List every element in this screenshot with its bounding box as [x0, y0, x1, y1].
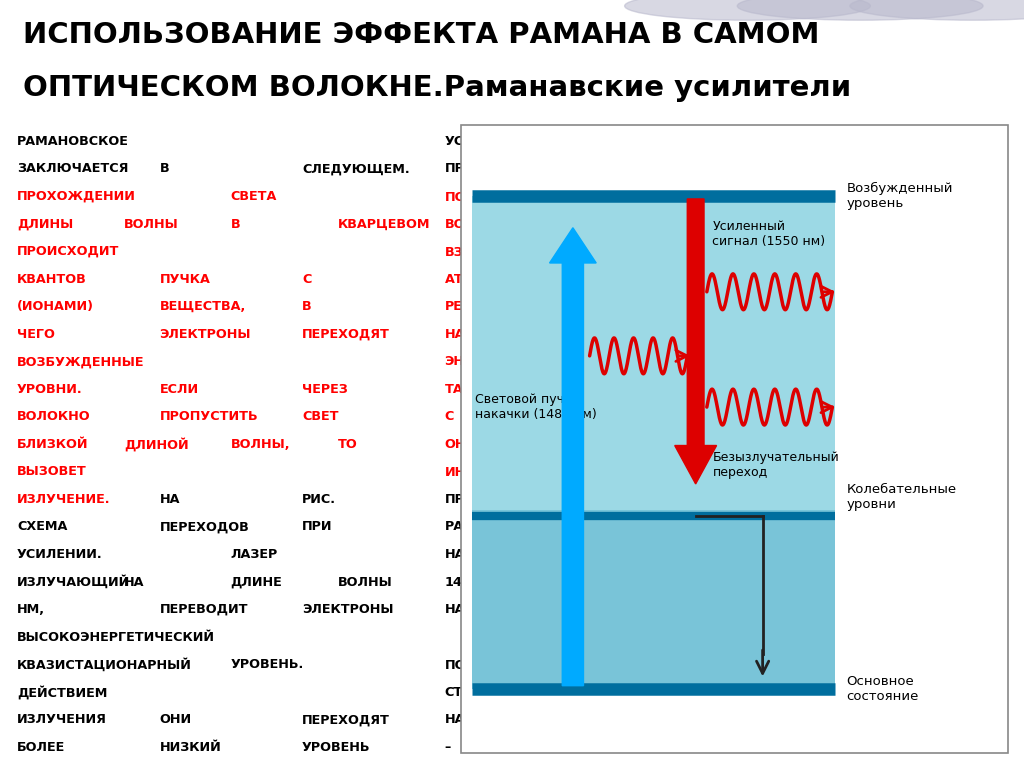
Text: ОПТИЧЕСКОМ ВОЛОКНЕ.Раманавские усилители: ОПТИЧЕСКОМ ВОЛОКНЕ.Раманавские усилители	[23, 74, 851, 102]
Text: ВОЛОКНЕ: ВОЛОКНЕ	[444, 218, 516, 231]
Text: ОН: ОН	[444, 438, 466, 451]
Text: ВОЛНЫ: ВОЛНЫ	[338, 575, 392, 588]
Text: ВОЛНЫ,: ВОЛНЫ,	[230, 438, 290, 451]
Text: В: В	[230, 218, 241, 231]
Text: В: В	[160, 163, 169, 176]
Text: ДЕЙСТВИЕМ: ДЕЙСТВИЕМ	[17, 686, 108, 700]
Text: НА: НА	[124, 575, 144, 588]
Text: РАМАНОВСКОЕ: РАМАНОВСКОЕ	[17, 135, 129, 148]
Text: НМ,: НМ,	[17, 603, 45, 616]
Text: ВЕЩЕСТВА,: ВЕЩЕСТВА,	[160, 300, 246, 313]
Text: ТО: ТО	[338, 438, 357, 451]
Text: НА: НА	[444, 713, 465, 726]
Text: В: В	[302, 300, 311, 313]
Text: ОНИ: ОНИ	[160, 713, 191, 726]
Text: ЧЕРЕЗ: ЧЕРЕЗ	[302, 383, 348, 396]
Text: ИЗЛУЧЕНИЯ: ИЗЛУЧЕНИЯ	[17, 713, 106, 726]
Text: ПРИВЕДЕНА: ПРИВЕДЕНА	[444, 493, 534, 506]
Text: ПЕРЕВОДИТ: ПЕРЕВОДИТ	[160, 603, 248, 616]
Text: Безызлучательный
переход: Безызлучательный переход	[713, 451, 839, 479]
Text: ДЛИНОЙ: ДЛИНОЙ	[124, 438, 188, 452]
Text: УРОВЕНЬ.: УРОВЕНЬ.	[230, 658, 304, 671]
Text: 1480: 1480	[444, 575, 480, 588]
Text: ЛАЗЕР: ЛАЗЕР	[230, 548, 278, 561]
Text: НА: НА	[444, 603, 465, 616]
Text: ЭЛЕКТРОНЫ: ЭЛЕКТРОНЫ	[160, 328, 251, 341]
Circle shape	[850, 0, 1024, 20]
Text: ПЕРЕХОДЯТ: ПЕРЕХОДЯТ	[302, 328, 390, 341]
Text: ИЗЛУЧЕНИЕ.: ИЗЛУЧЕНИЕ.	[17, 493, 111, 506]
FancyArrow shape	[550, 228, 596, 686]
Text: СТИМУЛИРУЮЩЕГО: СТИМУЛИРУЮЩЕГО	[444, 686, 596, 699]
Text: С: С	[302, 272, 311, 285]
Text: ПРИ: ПРИ	[444, 163, 475, 176]
Text: НА: НА	[160, 493, 180, 506]
Text: ВЫСОКОЭНЕРГЕТИЧЕСКИЙ: ВЫСОКОЭНЕРГЕТИЧЕСКИЙ	[17, 630, 215, 644]
Text: ВОЗБУЖДЕННЫЕ: ВОЗБУЖДЕННЫЕ	[17, 355, 144, 368]
Text: НИЗКИЙ: НИЗКИЙ	[160, 741, 221, 754]
Text: ЭЛЕКТРОНЫ: ЭЛЕКТРОНЫ	[302, 603, 393, 616]
Text: НА: НА	[444, 328, 465, 341]
Text: РИС.: РИС.	[302, 493, 336, 506]
Text: ТАКОЕ: ТАКОЕ	[444, 383, 493, 396]
Text: ПОДХОДЯЩЕЙ: ПОДХОДЯЩЕЙ	[444, 190, 555, 204]
Text: Усиленный
сигнал (1550 нм): Усиленный сигнал (1550 нм)	[713, 220, 825, 249]
Text: ЗАКЛЮЧАЕТСЯ: ЗАКЛЮЧАЕТСЯ	[17, 163, 128, 176]
Text: ДЛИНЕ: ДЛИНЕ	[230, 575, 283, 588]
Text: Возбужденный
уровень: Возбужденный уровень	[846, 182, 953, 210]
Text: ВЗАИМОДЕЙСТВИЕ: ВЗАИМОДЕЙСТВИЕ	[444, 245, 585, 259]
Text: СВЕТ: СВЕТ	[302, 410, 339, 423]
Text: С: С	[444, 410, 454, 423]
Text: КВАЗИСТАЦИОНАРНЫЙ: КВАЗИСТАЦИОНАРНЫЙ	[17, 658, 191, 672]
Circle shape	[625, 0, 870, 20]
Text: КВАНТОВ: КВАНТОВ	[17, 272, 87, 285]
Text: ВОЛНЫ: ВОЛНЫ	[124, 218, 178, 231]
Bar	[472, 509, 836, 689]
Text: ЧЕГО: ЧЕГО	[17, 328, 55, 341]
Text: ПОД: ПОД	[444, 658, 477, 671]
Text: ПРОПУСТИТЬ: ПРОПУСТИТЬ	[160, 410, 258, 423]
Text: БОЛЕЕ: БОЛЕЕ	[17, 741, 66, 754]
Text: Основное
состояние: Основное состояние	[846, 675, 919, 703]
Text: ИЗЛУЧАЮЩИЙ: ИЗЛУЧАЮЩИЙ	[17, 575, 130, 589]
Text: УСИЛЕНИЕ: УСИЛЕНИЕ	[444, 135, 523, 148]
Text: УРОВНИ.: УРОВНИ.	[17, 383, 83, 396]
Text: БЛИЗКОЙ: БЛИЗКОЙ	[17, 438, 88, 451]
Text: КВАРЦЕВОМ: КВАРЦЕВОМ	[338, 218, 430, 231]
Text: ВЫЗОВЕТ: ВЫЗОВЕТ	[17, 466, 87, 479]
Text: РАМАНОВСКОМ: РАМАНОВСКОМ	[444, 521, 560, 533]
Text: ПЕРЕХОДОВ: ПЕРЕХОДОВ	[160, 521, 249, 533]
Text: УРОВЕНЬ: УРОВЕНЬ	[302, 741, 371, 754]
Text: ПЕРЕХОДЯТ: ПЕРЕХОДЯТ	[302, 713, 390, 726]
Text: АТОМАМИ: АТОМАМИ	[444, 272, 520, 285]
Text: ИСПОЛЬЗОВАНИЕ ЭФФЕКТА РАМАНА В САМОМ: ИСПОЛЬЗОВАНИЕ ЭФФЕКТА РАМАНА В САМОМ	[23, 21, 819, 49]
Text: Световой пучок
накачки (1480 нм): Световой пучок накачки (1480 нм)	[475, 393, 597, 421]
Text: ПУЧКА: ПУЧКА	[160, 272, 210, 285]
Text: СВЕТА: СВЕТА	[230, 190, 278, 203]
Text: Колебательные
уровни: Колебательные уровни	[846, 482, 956, 511]
Text: СЛЕДУЮЩЕМ.: СЛЕДУЮЩЕМ.	[302, 163, 410, 176]
FancyArrow shape	[675, 199, 717, 484]
Text: УСИЛЕНИИ.: УСИЛЕНИИ.	[17, 548, 102, 561]
Text: (ИОНАМИ): (ИОНАМИ)	[17, 300, 94, 313]
Circle shape	[737, 0, 983, 20]
Text: ПРОИСХОДИТ: ПРОИСХОДИТ	[17, 245, 120, 258]
Text: ЕСЛИ: ЕСЛИ	[160, 383, 199, 396]
Text: ВОЛОКНО: ВОЛОКНО	[17, 410, 90, 423]
Text: ИНДУЦИРОВАННОЕ: ИНДУЦИРОВАННОЕ	[444, 466, 590, 479]
Text: ПРИ: ПРИ	[302, 521, 333, 533]
Text: НАКАЧКИ,: НАКАЧКИ,	[444, 548, 521, 561]
Text: ДЛИНЫ: ДЛИНЫ	[17, 218, 73, 231]
Text: –: –	[444, 741, 451, 754]
Text: РЕЗУЛЬТАТЕ: РЕЗУЛЬТАТЕ	[444, 300, 538, 313]
Bar	[472, 196, 836, 689]
Text: СХЕМА: СХЕМА	[17, 521, 68, 533]
Text: ПРОХОЖДЕНИИ: ПРОХОЖДЕНИИ	[17, 190, 136, 203]
Text: ЭНЕРГЕТИЧЕСКИЕ: ЭНЕРГЕТИЧЕСКИЕ	[444, 355, 577, 368]
